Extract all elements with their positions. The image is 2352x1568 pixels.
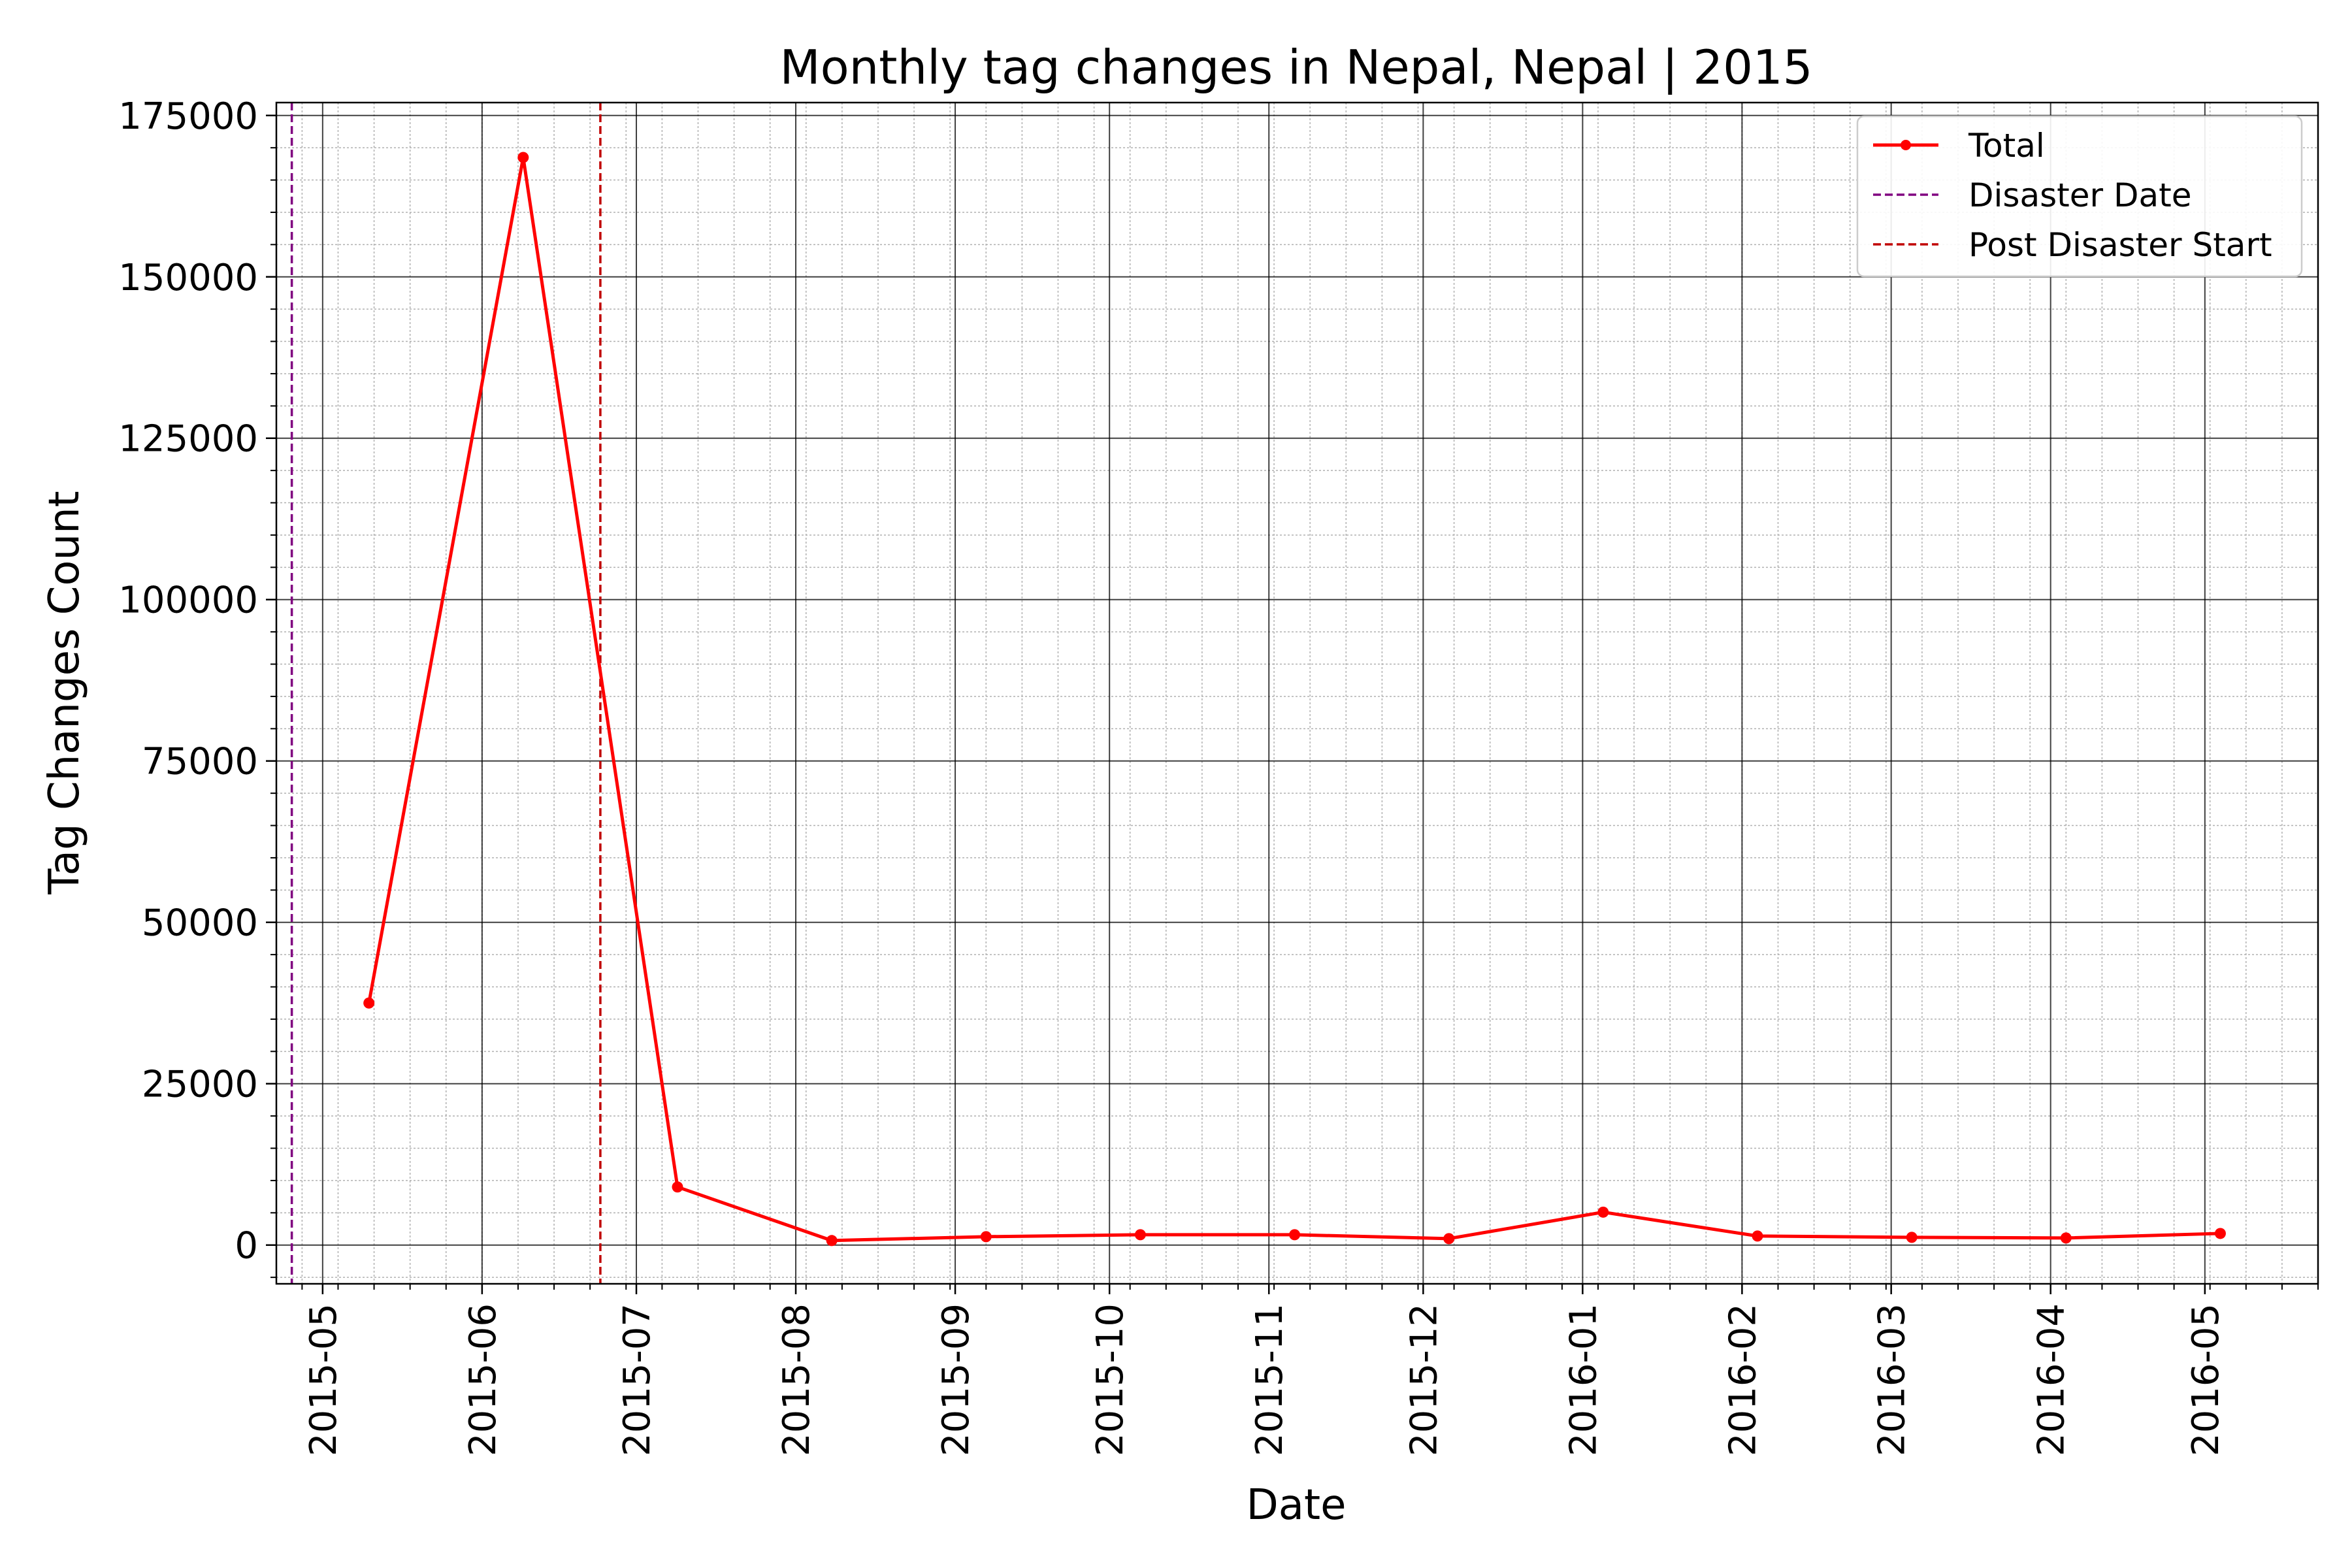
chart-title: Monthly tag changes in Nepal, Nepal | 20… [779,40,1812,95]
y-tick-label: 125000 [118,418,258,461]
y-axis-label: Tag Changes Count [41,491,89,894]
x-tick-label: 2016-01 [1562,1303,1605,1456]
plot-area-frame [275,101,2319,1285]
y-tick-label: 150000 [118,257,258,299]
legend-marker-total [1901,140,1911,150]
y-tick-label: 0 [235,1225,258,1267]
x-tick-label: 2015-10 [1089,1303,1132,1456]
x-tick-label: 2015-05 [302,1303,345,1456]
legend-label-total: Total [1968,127,2045,165]
x-tick-label: 2015-08 [776,1303,818,1456]
legend: Total Disaster Date Post Disaster Start [1856,115,2303,278]
data-point [1289,1229,1301,1241]
x-tick-label: 2015-07 [616,1303,659,1456]
data-point [672,1181,683,1193]
series-layer [363,152,2226,1247]
x-tick-label: 2016-03 [1871,1303,1914,1456]
x-tick-label: 2015-09 [935,1303,977,1456]
data-point [1906,1232,1918,1243]
y-tick-label: 25000 [142,1064,258,1106]
reference-lines [290,103,602,1284]
x-axis-label: Date [1247,1481,1347,1529]
data-point [826,1235,838,1247]
x-tick-label: 2015-11 [1249,1303,1291,1456]
data-point [2060,1232,2072,1244]
x-tick-label: 2015-06 [462,1303,504,1456]
x-tick-label: 2016-05 [2185,1303,2227,1456]
data-point [1597,1206,1609,1218]
legend-box [1856,115,2303,278]
axis-ticks: 2015-05 2015-06 2015-07 2015-08 2015-09 2015-… [118,95,2319,1456]
data-point [1134,1229,1146,1241]
data-point [363,997,375,1009]
y-tick-label: 100000 [118,580,258,622]
y-tick-label: 50000 [142,902,258,945]
data-point [2214,1228,2226,1239]
x-tick-label: 2016-02 [1722,1303,1764,1456]
legend-label-disaster-date: Disaster Date [1968,176,2191,214]
data-point [980,1231,992,1243]
x-tick-label: 2015-12 [1403,1303,1445,1456]
x-tick-label: 2016-04 [2031,1303,2073,1456]
major-grid [276,103,2318,1284]
y-tick-label: 175000 [118,95,258,138]
data-point [517,152,529,163]
legend-label-post-disaster-start: Post Disaster Start [1968,226,2272,264]
data-point [1752,1230,1763,1242]
y-tick-label: 75000 [142,741,258,783]
data-point [1443,1233,1455,1245]
